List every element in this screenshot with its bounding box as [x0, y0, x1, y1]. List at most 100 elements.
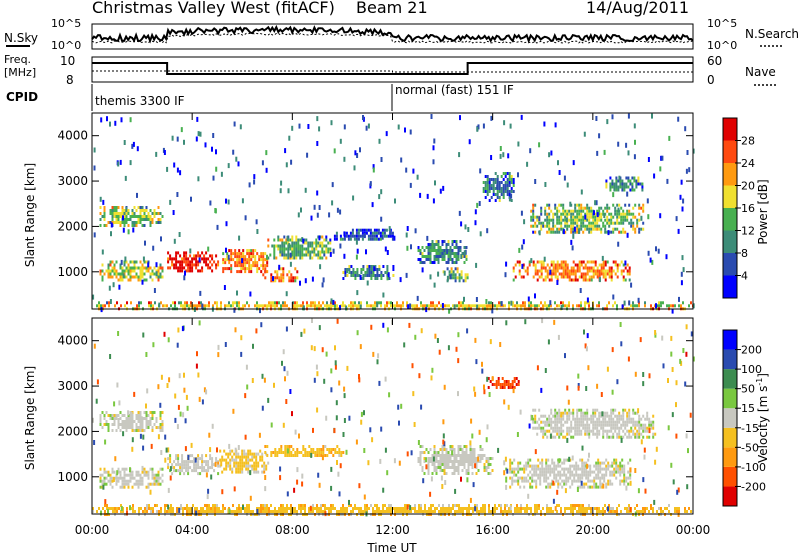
scatter-cell	[628, 435, 631, 439]
scatter-cell	[346, 274, 349, 277]
scatter-cell	[129, 479, 132, 483]
scatter-cell	[590, 227, 593, 231]
scatter-cell	[525, 461, 528, 465]
scatter-cell	[618, 203, 621, 207]
scatter-cell	[177, 454, 180, 458]
scatter-cell	[480, 510, 482, 513]
scatter-cell	[438, 301, 440, 305]
scatter-cell	[380, 301, 382, 305]
scatter-cell	[310, 301, 312, 305]
scatter-cell	[444, 507, 446, 510]
scatter-cell	[224, 304, 226, 308]
scatter-cell	[366, 265, 369, 268]
scatter-cell	[442, 507, 444, 510]
scatter-cell	[578, 209, 581, 213]
scatter-cell	[466, 507, 468, 510]
scatter-cell	[616, 510, 618, 513]
scatter-point	[671, 308, 674, 314]
scatter-point	[316, 116, 319, 122]
scatter-cell	[111, 476, 114, 480]
scatter-cell	[373, 234, 376, 238]
scatter-cell	[276, 510, 278, 513]
scatter-cell	[132, 507, 134, 510]
scatter-cell	[225, 464, 228, 468]
scatter-cell	[550, 269, 553, 273]
scatter-cell	[141, 215, 144, 218]
scatter-cell	[476, 510, 478, 513]
scatter-cell	[625, 176, 628, 180]
scatter-cell	[426, 510, 428, 513]
scatter-cell	[157, 470, 160, 474]
scatter-cell	[465, 448, 468, 451]
scatter-cell	[579, 476, 582, 480]
scatter-cell	[623, 470, 626, 474]
scatter-cell	[242, 249, 245, 253]
scatter-cell	[638, 230, 641, 234]
scatter-cell	[123, 423, 126, 426]
scatter-cell	[534, 269, 537, 273]
scatter-cell	[372, 510, 374, 513]
scatter-cell	[648, 435, 651, 439]
scatter-cell	[632, 206, 635, 210]
scatter-cell	[614, 408, 617, 412]
scatter-cell	[99, 206, 102, 209]
scatter-cell	[541, 458, 544, 462]
scatter-cell	[289, 256, 292, 260]
scatter-cell	[540, 510, 542, 513]
scatter-cell	[584, 278, 587, 282]
scatter-cell	[280, 451, 283, 454]
scatter-cell	[437, 466, 440, 469]
scatter-cell	[264, 267, 267, 271]
scatter-point	[617, 241, 620, 247]
scatter-cell	[334, 448, 337, 451]
scatter-cell	[127, 414, 130, 417]
scatter-point	[569, 201, 572, 207]
scatter-cell	[283, 247, 286, 251]
scatter-cell	[638, 227, 641, 231]
scatter-point	[458, 210, 461, 216]
scatter-cell	[447, 255, 450, 258]
scatter-cell	[314, 454, 317, 457]
scatter-cell	[208, 504, 210, 507]
scatter-cell	[245, 458, 248, 462]
scatter-cell	[234, 255, 237, 259]
scatter-cell	[546, 423, 549, 427]
scatter-cell	[298, 507, 300, 510]
scatter-point	[476, 126, 479, 132]
scatter-cell	[479, 460, 482, 463]
scatter-cell	[535, 470, 538, 474]
scatter-cell	[360, 268, 363, 271]
scatter-cell	[149, 218, 152, 221]
scatter-cell	[534, 417, 537, 421]
scatter-cell	[586, 510, 588, 513]
scatter-cell	[135, 479, 138, 483]
scatter-cell	[686, 510, 688, 513]
scatter-cell	[544, 420, 547, 424]
scatter-cell	[588, 304, 590, 308]
scatter-cell	[551, 458, 554, 462]
scatter-cell	[560, 263, 563, 267]
scatter-cell	[341, 237, 344, 241]
scatter-cell	[596, 275, 599, 279]
scatter-cell	[380, 304, 382, 308]
scatter-cell	[439, 255, 442, 258]
scatter-cell	[582, 510, 584, 513]
scatter-cell	[200, 507, 202, 510]
scatter-cell	[296, 276, 299, 280]
scatter-cell	[447, 454, 450, 457]
scatter-cell	[316, 451, 319, 454]
scatter-cell	[516, 304, 518, 308]
scatter-cell	[548, 266, 551, 270]
scatter-cell	[421, 466, 424, 469]
scatter-cell	[622, 212, 625, 216]
scatter-cell	[129, 414, 132, 417]
scatter-cell	[571, 482, 574, 486]
scatter-cell	[155, 420, 158, 423]
scatter-cell	[597, 476, 600, 480]
scatter-cell	[416, 304, 418, 308]
scatter-cell	[312, 448, 315, 451]
scatter-cell	[131, 266, 134, 270]
freq-panel-frame	[91, 56, 694, 83]
scatter-cell	[628, 221, 631, 225]
scatter-cell	[321, 247, 324, 251]
